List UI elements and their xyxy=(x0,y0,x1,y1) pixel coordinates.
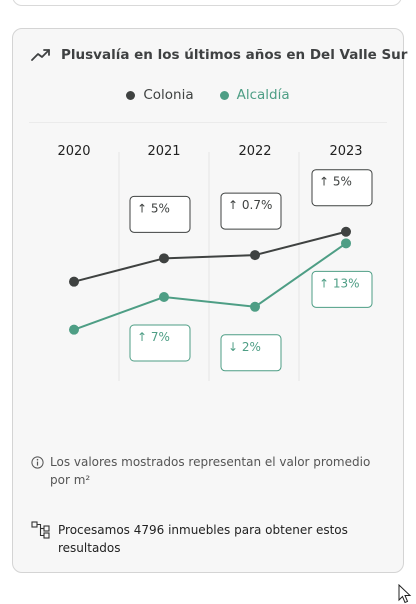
legend-item-colonia: Colonia xyxy=(126,87,194,103)
annotation-label-colonia-2022: ↑ 0.7% xyxy=(228,198,272,212)
data-point-alcaldía-2020 xyxy=(69,324,79,335)
legend-label-colonia: Colonia xyxy=(143,87,194,103)
data-point-colonia-2022 xyxy=(250,250,260,261)
year-label-2022: 2022 xyxy=(238,144,271,159)
annotation-box-alcaldía-2022 xyxy=(220,334,282,372)
info-icon xyxy=(31,456,44,469)
process-note: Procesamos 4796 inmuebles para obtener e… xyxy=(31,521,381,557)
data-point-colonia-2020 xyxy=(69,276,79,287)
annotation-box-colonia-2022 xyxy=(220,192,282,230)
annotation-box-colonia-2021 xyxy=(129,195,191,233)
year-label-2023: 2023 xyxy=(329,144,362,159)
legend-dot-colonia xyxy=(126,90,136,100)
data-point-alcaldía-2022 xyxy=(250,301,260,312)
legend-dot-alcaldia xyxy=(219,90,229,100)
series-line-alcaldía xyxy=(73,242,347,331)
data-point-alcaldía-2023 xyxy=(341,238,351,249)
data-point-alcaldía-2021 xyxy=(159,292,169,302)
data-point-colonia-2023 xyxy=(341,226,351,237)
annotation-label-colonia-2023: ↑ 5% xyxy=(319,175,352,189)
annotation-box-alcaldía-2023 xyxy=(311,270,373,308)
annotation-label-alcaldía-2023: ↑ 13% xyxy=(319,276,360,290)
annotation-label-alcaldía-2021: ↑ 7% xyxy=(137,330,170,344)
card-header: Plusvalía en los últimos años en Del Val… xyxy=(31,47,407,63)
data-point-colonia-2021 xyxy=(159,253,169,264)
appreciation-line-chart: 2020 2021 2022 2023 ↑ 5% ↑ 0.7% ↑ 5% ↑ 7% ↓ 2% ↑ … xyxy=(57,144,373,381)
divider xyxy=(29,122,387,123)
annotation-label-alcaldía-2022: ↓ 2% xyxy=(228,340,261,354)
card-title: Plusvalía en los últimos años en Del Val… xyxy=(61,47,408,63)
previous-card xyxy=(12,0,402,6)
annotation-box-alcaldía-2021 xyxy=(129,324,191,362)
appreciation-card: Plusvalía en los últimos años en Del Val… xyxy=(12,28,407,573)
mouse-pointer-icon xyxy=(398,584,412,604)
year-label-2020: 2020 xyxy=(57,144,90,159)
legend-item-alcaldia: Alcaldía xyxy=(219,87,290,103)
info-note: Los valores mostrados representan el val… xyxy=(31,453,381,489)
info-note-text: Los valores mostrados representan el val… xyxy=(50,455,371,487)
annotation-label-colonia-2021: ↑ 5% xyxy=(137,201,170,215)
chart-legend: Colonia Alcaldía xyxy=(13,87,403,103)
year-label-2021: 2021 xyxy=(147,144,180,159)
annotation-box-colonia-2023 xyxy=(311,169,373,207)
flow-diagram-icon xyxy=(31,521,50,539)
trending-up-icon xyxy=(31,49,50,61)
series-line-colonia xyxy=(73,230,347,283)
legend-label-alcaldia: Alcaldía xyxy=(236,87,290,103)
process-note-text: Procesamos 4796 inmuebles para obtener e… xyxy=(58,523,348,555)
